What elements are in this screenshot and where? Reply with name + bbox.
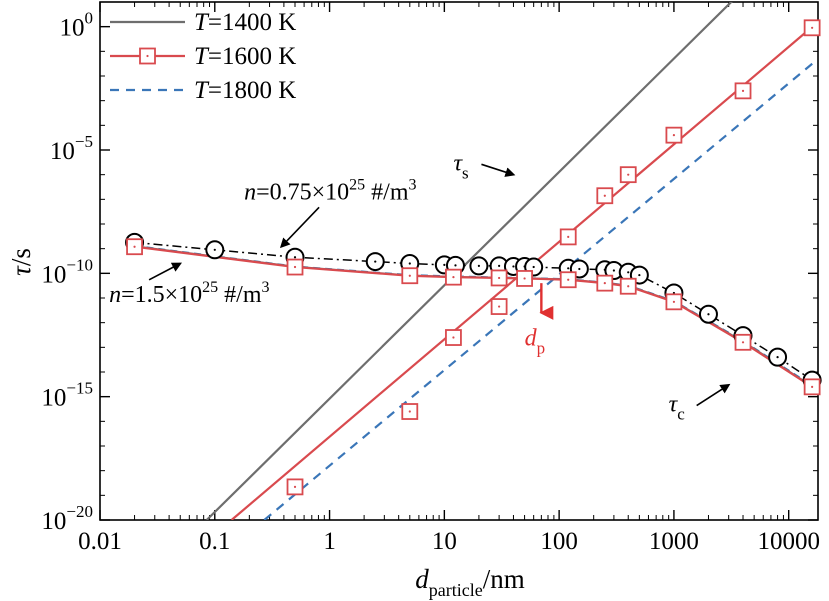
y-tick-label-2: 10−10 [41,255,93,288]
marker-tc_high-4-dot [498,276,501,280]
series-group [134,2,815,520]
marker-tc_high-9-dot [672,300,676,303]
annotation-n_low: n=0.75×1025 #/m3 [244,176,416,205]
marker-s1600-5-dot [603,194,606,197]
legend-marker-dot-s1600 [146,54,149,58]
marker-tc_low-21-dot [776,356,779,359]
annotation-tau_s: τs [453,150,468,182]
marker-tc_high-3-dot [452,276,455,279]
annotation-group: τs τc n=0.75×1025 #/m3 n=1.5×1025 #/m3 dp [109,150,731,424]
marker-tc_high-0-dot [133,245,136,248]
plot-frame [99,1,819,521]
marker-s1600-4-dot [567,235,570,238]
marker-tc_low-7-dot [477,264,481,268]
y-tick-label-0: 100 [60,9,94,42]
marker-tc_low-12-dot [567,267,570,270]
axis-labels: dparticle/nm τ/s [6,248,525,600]
marker-tc_low-3-dot [374,260,377,263]
x-tick-label-0: 0.01 [78,528,122,555]
y-tick-label-4: 10−20 [41,502,93,535]
marker-tc_high-5-dot [523,277,526,280]
marker-tc_high-1-dot [293,265,297,269]
marker-tc_low-8-dot [498,264,501,268]
x-tick-label-6: 10000 [757,528,820,555]
marker-tc_low-16-dot [627,271,630,274]
x-tick-label-1: 0.1 [199,528,230,555]
series-s1800-line [263,61,815,520]
legend-label-s1600: T=1600 K [194,43,296,70]
marker-tc_low-2-dot [293,256,297,259]
marker-s1600-7-dot [672,134,676,137]
marker-s1600-8-dot [741,89,745,92]
marker-tc_low-6-dot [454,264,457,267]
y-tick-label-1: 10−5 [50,132,93,165]
annotation-tau_c-arrow [696,383,731,407]
marker-tc_high-2-dot [408,274,411,277]
marker-tc_high-10-dot [741,341,745,344]
marker-tc_low-17-dot [638,273,641,277]
x-tick-label-4: 100 [540,528,578,555]
axis-ticks: 0.01 0.1 1 10 100 1000 10000 100 10−5 10−10 10−15 1… [41,2,820,555]
annotation-n_low-arrow [279,206,320,249]
y-axis-title: τ/s [6,248,36,276]
marker-tc_low-19-dot [707,313,710,316]
annotation-tau_s-arrow [481,163,516,177]
marker-tc_low-5-dot [443,263,446,266]
y-tick-label-3: 10−15 [41,379,93,412]
annotation-n_high-arrow [148,262,183,281]
marker-s1600-2-dot [452,336,455,339]
legend-label-s1800: T=1800 K [194,77,296,104]
legend-label-s1400: T=1400 K [194,9,296,36]
marker-group [125,19,822,496]
annotation-n_high: n=1.5×1025 #/m3 [109,279,269,308]
marker-s1600-0-dot [293,485,297,488]
marker-s1600-1-dot [408,410,411,413]
marker-tc_high-8-dot [627,285,630,288]
marker-tc_low-4-dot [408,262,411,265]
marker-s1600-9-dot [811,26,814,29]
x-tick-label-3: 10 [432,528,457,555]
marker-tc_low-9-dot [512,265,515,268]
annotation-dp: dp [525,325,546,357]
marker-tc_low-11-dot [532,265,535,269]
x-axis-title: dparticle/nm [415,564,524,600]
marker-tc_high-11-dot [811,385,814,388]
marker-tc_high-6-dot [567,278,570,281]
plot-area-border [99,1,819,521]
series-s1400-line [205,2,733,520]
marker-tc_low-15-dot [612,269,615,272]
annotation-tau_c: τc [669,392,686,424]
marker-s1600-6-dot [627,173,630,176]
marker-tc_low-1-dot [213,248,216,251]
marker-s1600-3-dot [498,305,501,308]
series-tc_high-line [134,245,813,388]
marker-tc_low-13-dot [578,267,581,271]
x-tick-label-5: 1000 [649,528,699,555]
marker-tc_high-7-dot [603,282,606,285]
x-tick-label-2: 1 [323,528,336,555]
legend: T=1400 K T=1600 K T=1800 K [110,9,296,104]
